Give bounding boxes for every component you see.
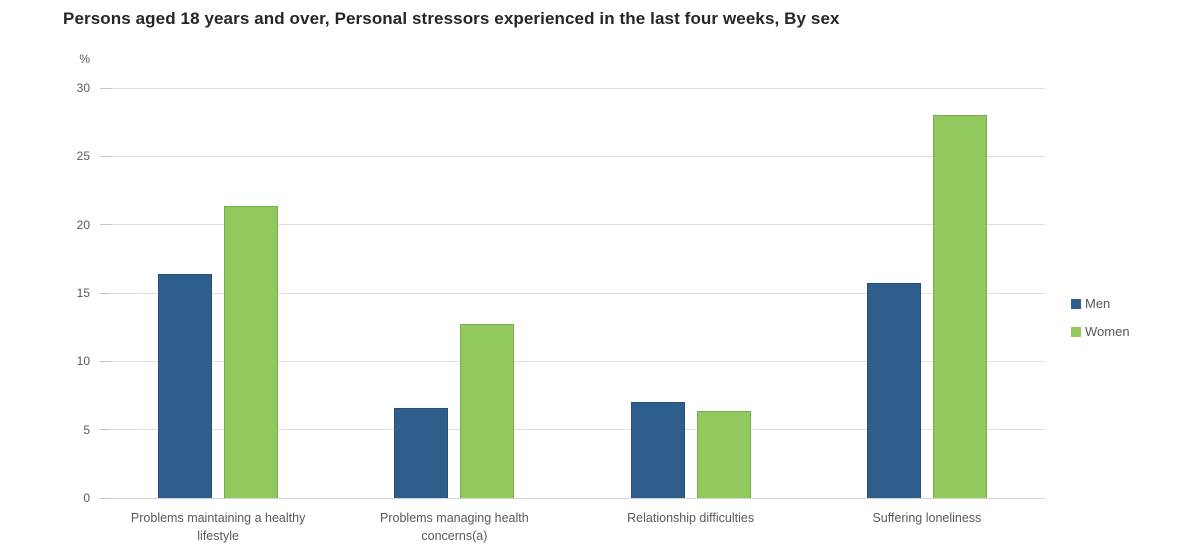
category-label: Relationship difficulties xyxy=(627,511,755,525)
legend: Men Women xyxy=(1071,296,1130,353)
y-tick-label: 5 xyxy=(83,422,90,437)
y-tick-label: 10 xyxy=(76,354,90,369)
legend-item-women: Women xyxy=(1071,324,1130,339)
category-label: Suffering loneliness xyxy=(872,511,982,525)
y-axis-tick-mark xyxy=(100,360,111,362)
legend-label-women: Women xyxy=(1085,324,1130,339)
gridline xyxy=(100,360,1045,362)
y-axis-tick-mark xyxy=(100,497,111,499)
y-axis-tick-mark xyxy=(100,224,111,226)
y-tick-label: 20 xyxy=(76,217,90,232)
gridline xyxy=(100,292,1045,294)
y-axis-unit-label: % xyxy=(79,52,90,66)
y-axis-tick-mark xyxy=(100,292,111,294)
gridline xyxy=(100,87,1045,89)
legend-swatch-women xyxy=(1071,326,1081,337)
gridline xyxy=(100,429,1045,431)
bar-men-2 xyxy=(630,402,685,498)
bar-men-3 xyxy=(866,283,921,498)
legend-label-men: Men xyxy=(1085,296,1111,311)
y-tick-label: 15 xyxy=(76,286,90,300)
y-tick-label: 0 xyxy=(83,491,90,505)
bar-men-0 xyxy=(158,273,213,498)
y-axis-tick-mark xyxy=(100,155,111,157)
legend-swatch-men xyxy=(1071,298,1081,309)
y-axis-tick-mark xyxy=(100,429,111,431)
bar-women-3 xyxy=(932,115,987,498)
chart-title: Persons aged 18 years and over, Personal… xyxy=(63,9,840,28)
bar-women-2 xyxy=(696,410,751,498)
y-tick-label: 25 xyxy=(76,149,90,164)
y-axis-tick-mark xyxy=(100,87,111,89)
bar-women-0 xyxy=(224,205,279,498)
bar-women-1 xyxy=(460,324,515,498)
bar-men-1 xyxy=(394,407,449,498)
y-tick-label: 30 xyxy=(76,81,90,95)
gridline xyxy=(100,497,1045,499)
legend-item-men: Men xyxy=(1071,296,1130,311)
gridline xyxy=(100,155,1045,157)
gridline xyxy=(100,224,1045,226)
category-label: Problems maintaining a healthy lifestyle xyxy=(130,511,306,543)
category-label: Problems managing health concerns(a) xyxy=(380,511,529,543)
